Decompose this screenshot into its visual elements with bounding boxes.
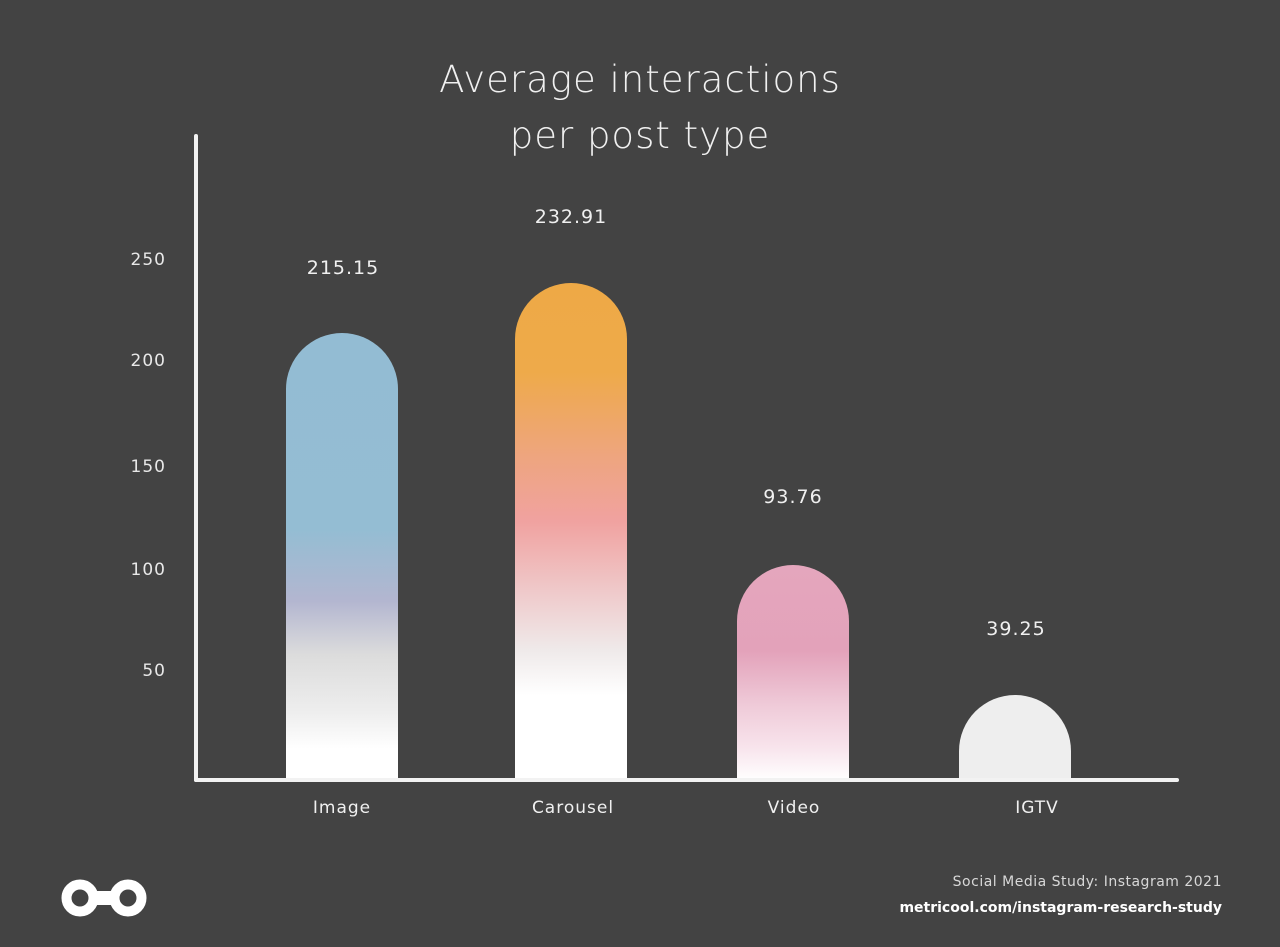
- footer-url-link[interactable]: metricool.com/instagram-research-study: [899, 900, 1222, 916]
- x-axis-line: [194, 778, 1179, 782]
- y-tick-200: 200: [130, 351, 166, 371]
- y-tick-250: 250: [130, 250, 166, 270]
- footer-study-text: Social Media Study: Instagram 2021: [952, 874, 1222, 890]
- bar-video: [737, 565, 849, 780]
- metricool-logo-icon: [58, 877, 154, 919]
- bar-igtv: [959, 695, 1071, 780]
- x-label-igtv: IGTV: [1015, 798, 1059, 818]
- chart-title: Average interactions per post type: [0, 52, 1280, 164]
- y-tick-100: 100: [130, 560, 166, 580]
- y-tick-150: 150: [130, 457, 166, 477]
- chart-title-line-2: per post type: [509, 114, 771, 157]
- value-label-igtv: 39.25: [986, 618, 1046, 640]
- x-label-video: Video: [767, 798, 821, 818]
- y-tick-50: 50: [142, 661, 166, 681]
- bar-carousel: [515, 283, 627, 780]
- value-label-carousel: 232.91: [534, 206, 608, 228]
- bar-image: [286, 333, 398, 780]
- value-label-video: 93.76: [763, 486, 823, 508]
- chart-title-line-1: Average interactions: [439, 58, 841, 101]
- y-axis-line: [194, 134, 198, 782]
- x-label-image: Image: [312, 798, 372, 818]
- value-label-image: 215.15: [306, 257, 380, 279]
- x-label-carousel: Carousel: [531, 798, 615, 818]
